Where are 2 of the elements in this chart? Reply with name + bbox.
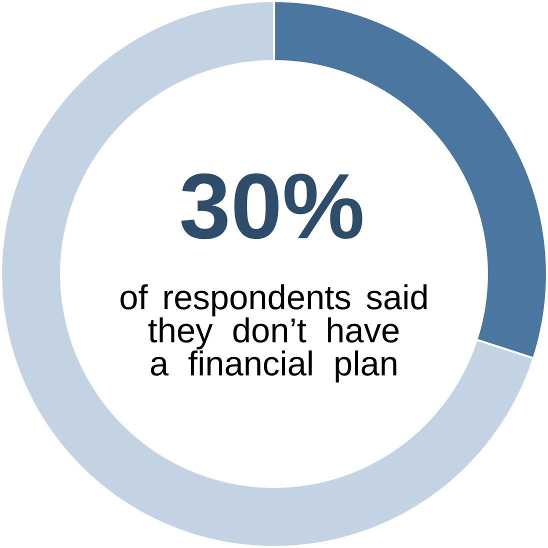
text: 30% bbox=[181, 173, 362, 240]
text: of respondents said they don’t have a financial plan bbox=[120, 284, 427, 382]
